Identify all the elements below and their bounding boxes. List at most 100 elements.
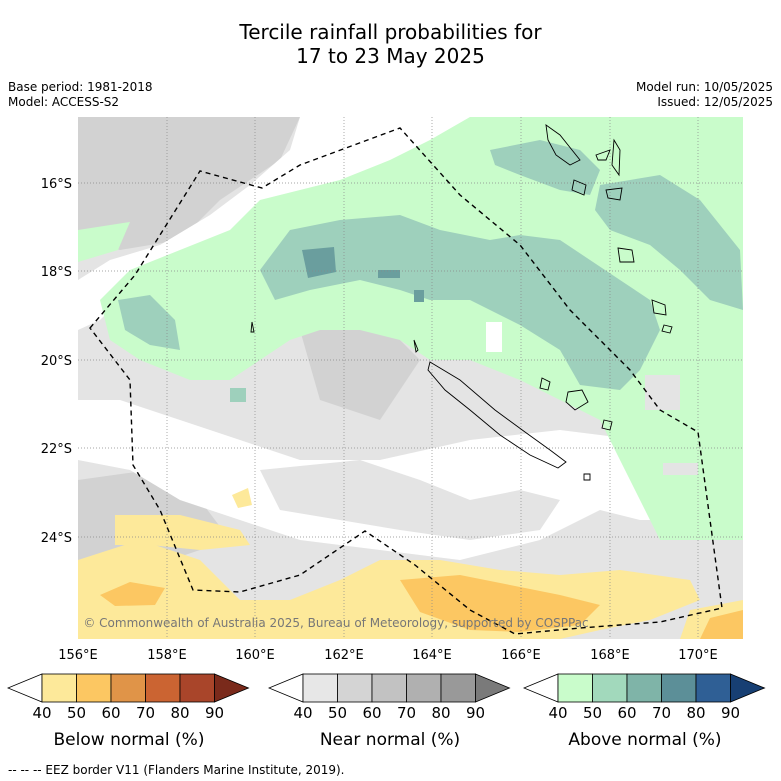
colorbar-tick-label: 50 (583, 704, 602, 720)
model-info: Base period: 1981-2018 Model: ACCESS-S2 (8, 80, 153, 110)
new-caledonia (427, 361, 567, 469)
colorbar-tick-label: 40 (548, 704, 567, 720)
colorbar-tick-label: 90 (721, 704, 740, 720)
below-normal-50-sw (115, 515, 250, 550)
lon-label: 166°E (501, 648, 541, 663)
above-normal-60-central (260, 215, 660, 390)
legend-label-below-normal: Below normal (%) (53, 730, 205, 750)
above-normal-50 (100, 117, 743, 540)
island-malekula (571, 179, 587, 196)
colorbar-tick-label: 50 (328, 704, 347, 720)
near-normal-dot-se (663, 463, 698, 475)
colorbar-tick-label: 60 (101, 704, 120, 720)
above-normal-60-east (595, 175, 743, 310)
island-chesterfield (413, 339, 419, 353)
near-normal-60-center (300, 320, 420, 420)
above-normal-60-west (118, 295, 180, 350)
legend-above-normal: 40 50 60 70 80 90 Above normal (%) (522, 672, 767, 752)
colorbar-tick-label: 80 (431, 704, 450, 720)
title-line-1: Tercile rainfall probabilities for (239, 20, 542, 44)
no-dominant-dot (486, 322, 502, 352)
eez-footnote: -- -- -- EEZ border V11 (Flanders Marine… (8, 763, 345, 777)
colorbar-tick-label: 40 (293, 704, 312, 720)
colorbar-max-arrow (730, 673, 766, 703)
colorbar-segment (557, 673, 593, 703)
gridlines (78, 117, 743, 639)
colorbar-min-arrow (522, 673, 559, 703)
colorbar-below-normal: 40 50 60 70 80 90 (6, 673, 250, 722)
island-pentecost (611, 138, 621, 177)
island-reef (250, 321, 255, 333)
island-efate (617, 247, 635, 263)
above-normal-70 (302, 247, 336, 278)
above-normal-50-west (78, 222, 130, 262)
colorbar-near-normal: 40 50 60 70 80 90 (267, 673, 511, 722)
lon-label: 160°E (235, 648, 275, 663)
island-lifou (565, 389, 589, 411)
above-normal-70-small (378, 270, 400, 278)
run-info: Model run: 10/05/2025 Issued: 12/05/2025 (636, 80, 773, 110)
island-walpole (583, 473, 591, 481)
colorbar-above-normal: 40 50 60 70 80 90 (522, 673, 766, 722)
colorbar-tick-label: 90 (466, 704, 485, 720)
island-ambrym (605, 187, 623, 201)
legend-near-normal: 40 50 60 70 80 90 Near normal (%) (267, 672, 512, 752)
copyright-text: © Commonwealth of Australia 2025, Bureau… (83, 616, 588, 630)
lat-axis-labels: 16°S 18°S 20°S 22°S 24°S (41, 177, 72, 546)
below-normal-50-dot (232, 488, 252, 508)
lon-label: 168°E (590, 648, 630, 663)
colorbar-tick-label: 90 (205, 704, 224, 720)
colorbar-segment (695, 673, 731, 703)
colorbar-tick-label: 80 (686, 704, 705, 720)
chart-title: Tercile rainfall probabilities for 17 to… (0, 20, 781, 68)
colorbar-tick-label: 70 (397, 704, 416, 720)
colorbar-segment (302, 673, 338, 703)
colorbar-tick-label: 70 (652, 704, 671, 720)
colorbar-min-arrow (6, 673, 43, 703)
lon-axis-labels: 156°E 158°E 160°E 162°E 164°E 166°E 168°… (58, 648, 718, 663)
colorbar-segment (406, 673, 442, 703)
lat-label: 16°S (41, 177, 72, 192)
map-fields (78, 117, 743, 639)
near-normal-dot-east (645, 375, 680, 410)
near-normal-60-north (78, 117, 300, 250)
colorbar-segment (110, 673, 146, 703)
colorbar-segment (592, 673, 628, 703)
landmasses (250, 124, 673, 481)
lon-label: 158°E (147, 648, 187, 663)
espiritu-santo (545, 124, 581, 166)
island-mare (601, 419, 613, 431)
lat-label: 18°S (41, 265, 72, 280)
below-normal-60-se (700, 610, 743, 639)
colorbar-segment (76, 673, 112, 703)
lat-label: 20°S (41, 354, 72, 369)
lon-label: 162°E (324, 648, 364, 663)
lat-label: 24°S (41, 531, 72, 546)
colorbar-segment (337, 673, 373, 703)
colorbar-segment (626, 673, 662, 703)
colorbar-tick-label: 80 (170, 704, 189, 720)
colorbar-max-arrow (475, 673, 511, 703)
colorbar-tick-label: 60 (362, 704, 381, 720)
legend-label-above-normal: Above normal (%) (568, 730, 722, 750)
colorbar-tick-label: 50 (67, 704, 86, 720)
below-normal-60-west (100, 582, 165, 606)
island-ambae (595, 149, 611, 161)
base-period: Base period: 1981-2018 (8, 80, 153, 94)
below-normal-60-central (400, 575, 600, 632)
colorbar-segment (371, 673, 407, 703)
colorbar-tick-label: 60 (617, 704, 636, 720)
lat-label: 22°S (41, 442, 72, 457)
colorbar-segment (179, 673, 215, 703)
colorbar-max-arrow (214, 673, 250, 703)
colorbar-tick-label: 70 (136, 704, 155, 720)
model-run: Model run: 10/05/2025 (635, 80, 773, 94)
above-normal-60-ne (490, 140, 600, 195)
colorbar-tick-label: 40 (32, 704, 51, 720)
near-normal-south (260, 460, 560, 540)
above-normal-60-dot (230, 388, 246, 402)
above-normal-70-dot (414, 290, 424, 302)
lon-label: 164°E (412, 648, 452, 663)
island-tanna (661, 324, 673, 334)
